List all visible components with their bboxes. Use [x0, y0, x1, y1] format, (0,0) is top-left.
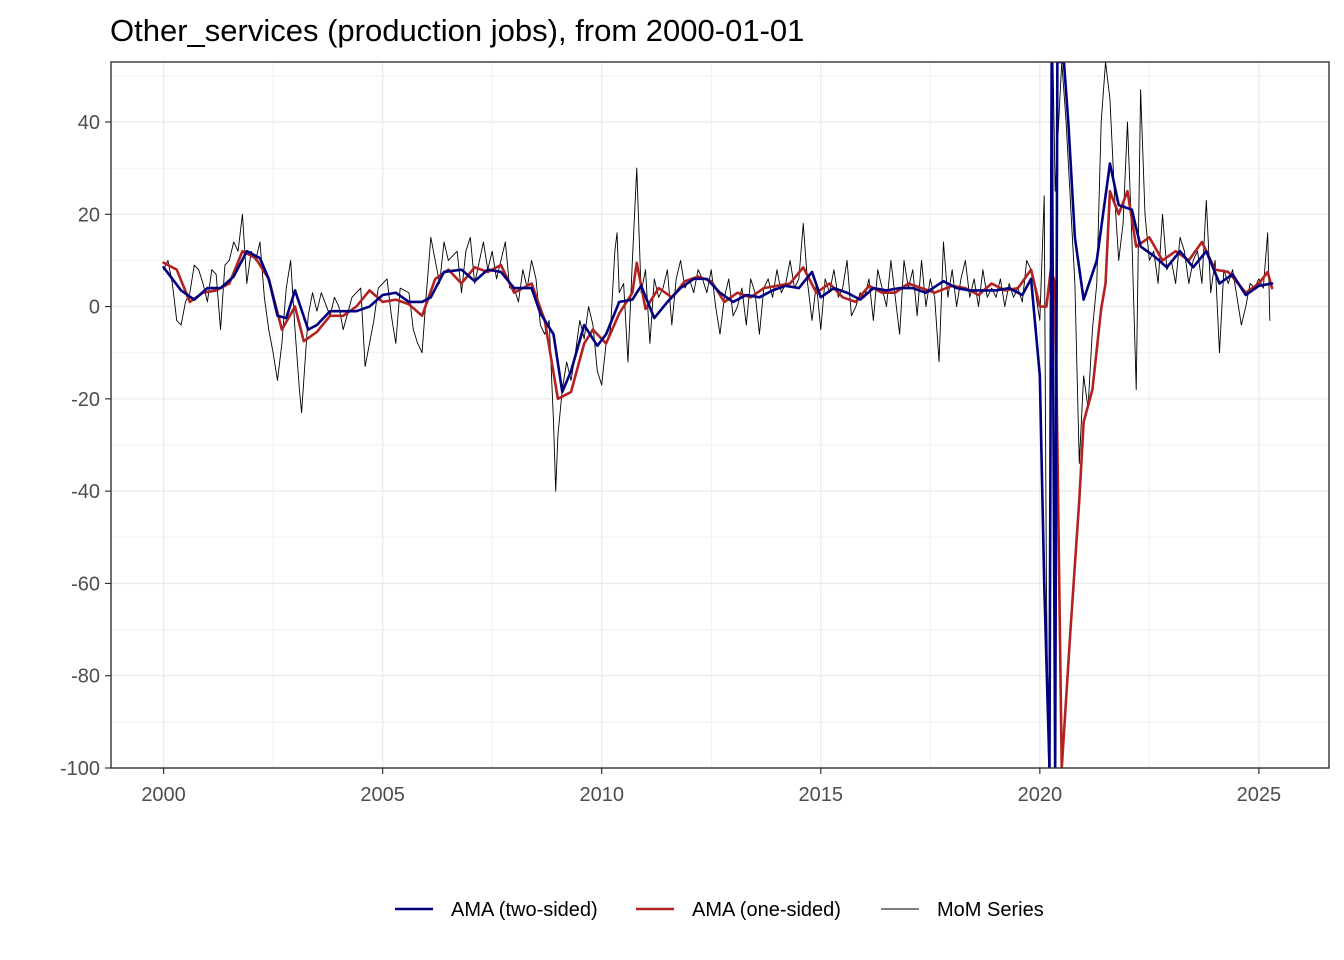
y-tick-label: 20 [78, 204, 100, 226]
chart-title: Other_services (production jobs), from 2… [110, 13, 804, 48]
y-tick-label: -20 [71, 389, 100, 411]
y-tick-label: -40 [71, 481, 100, 503]
legend-label-ama-one-sided: AMA (one-sided) [692, 899, 841, 921]
legend-label-ama-two-sided: AMA (two-sided) [451, 899, 598, 921]
x-tick-label: 2005 [360, 784, 405, 806]
y-tick-label: -60 [71, 573, 100, 595]
series-layer [162, 62, 1274, 768]
plot-panel-border [110, 61, 1330, 769]
grid-minor [111, 62, 1329, 768]
y-axis: 40 20 0 -20 -40 -60 -80 -100 [60, 112, 111, 780]
y-tick-label: 40 [78, 112, 100, 134]
x-tick-label: 2025 [1237, 784, 1282, 806]
x-tick-label: 2000 [141, 784, 186, 806]
x-tick-label: 2010 [579, 784, 624, 806]
legend: AMA (two-sided) AMA (one-sided) MoM Series [395, 899, 1044, 921]
y-tick-label: 0 [89, 297, 100, 319]
legend-label-mom-series: MoM Series [937, 899, 1044, 921]
series-line-ama-one-sided [162, 189, 1274, 768]
y-tick-label: -80 [71, 666, 100, 688]
series-line-ama-two-sided [162, 62, 1274, 768]
x-tick-label: 2020 [1018, 784, 1063, 806]
x-axis: 2000 2005 2010 2015 2020 2025 [141, 768, 1281, 806]
y-tick-label: -100 [60, 758, 100, 780]
x-tick-label: 2015 [799, 784, 844, 806]
